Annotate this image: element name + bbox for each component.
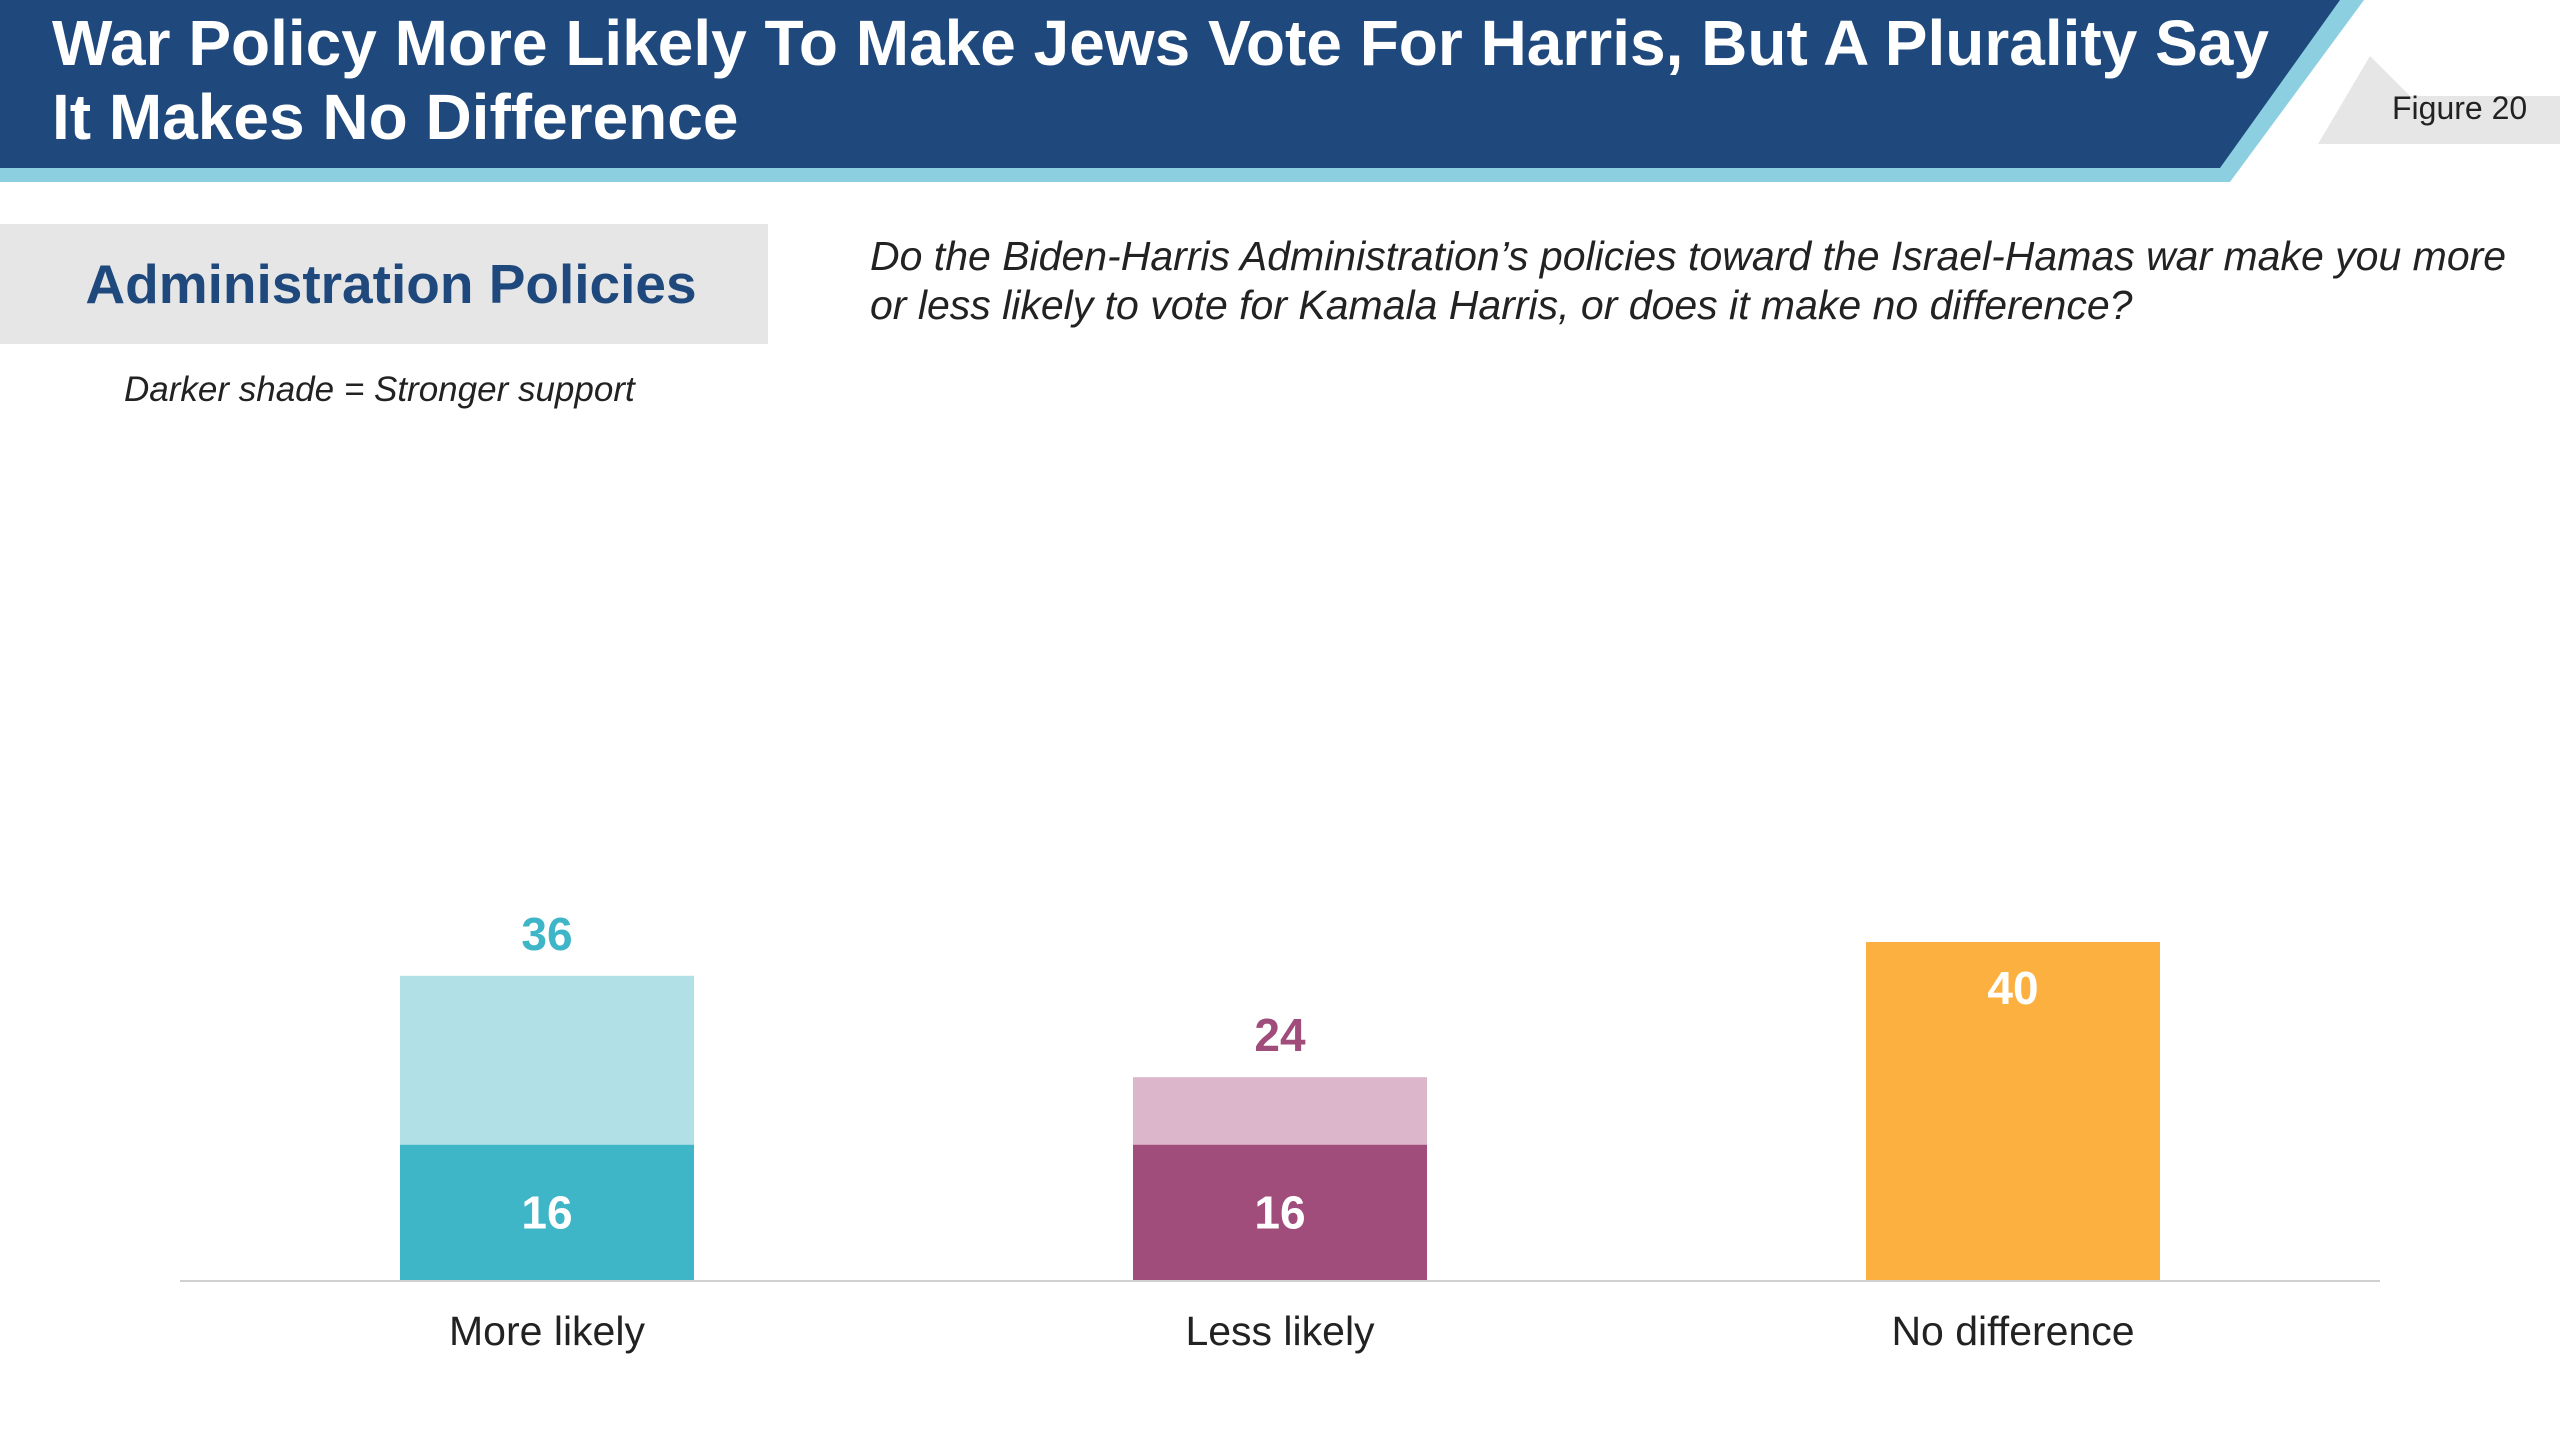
bar-more-likely-strong: [400, 1144, 694, 1280]
header-navy-band: [0, 0, 2340, 168]
figure-label: Figure 20: [2392, 90, 2528, 126]
page-title: War Policy More Likely To Make Jews Vote…: [52, 7, 2269, 153]
data-label-less-likely-strong: 16: [1254, 1186, 1305, 1238]
section-title: Administration Policies: [85, 253, 697, 315]
data-label-more-likely-total: 36: [521, 908, 572, 960]
survey-question: Do the Biden-Harris Administration’s pol…: [870, 233, 2507, 328]
bar-no-difference: [1866, 942, 2160, 1280]
category-label-less-likely: Less likely: [1185, 1308, 1375, 1354]
category-label-no-difference: No difference: [1891, 1308, 2134, 1354]
data-label-more-likely-strong: 16: [521, 1186, 572, 1238]
header-banner: [0, 0, 2560, 182]
data-label-no-difference: 40: [1987, 962, 2038, 1014]
data-label-less-likely-total: 24: [1254, 1009, 1306, 1061]
legend-note: Darker shade = Stronger support: [124, 370, 635, 409]
figure-tab: [2318, 56, 2560, 144]
section-box: Administration Policies: [0, 224, 768, 344]
bar-less-likely-strong: [1133, 1144, 1427, 1280]
category-label-more-likely: More likely: [449, 1308, 645, 1354]
